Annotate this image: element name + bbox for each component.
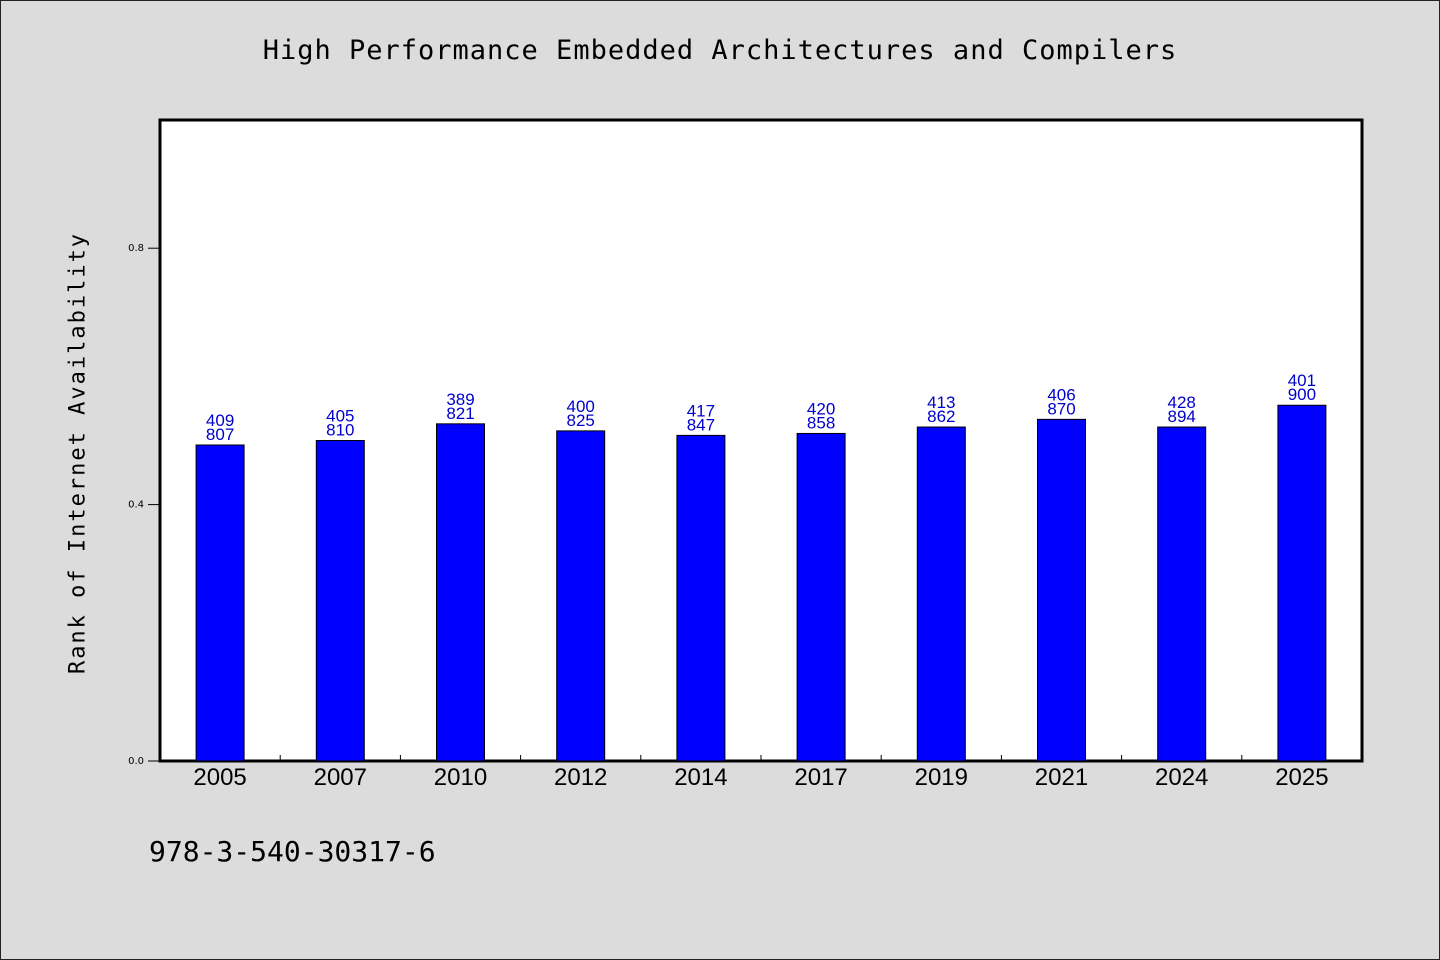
data-label-top: 405	[326, 407, 354, 426]
bar-2017	[796, 432, 846, 762]
x-tick-label: 2012	[554, 764, 607, 791]
data-label-top: 420	[807, 399, 835, 418]
data-label-bottom: 894	[1168, 407, 1196, 426]
data-label-top: 400	[567, 397, 595, 416]
data-label-top: 413	[927, 393, 955, 412]
data-label-top: 401	[1288, 371, 1316, 390]
data-label-bottom: 870	[1047, 399, 1075, 418]
bar-2019	[916, 426, 966, 762]
data-label-top: 409	[206, 411, 234, 430]
x-tick-label: 2024	[1155, 764, 1208, 791]
chart-title: High Performance Embedded Architectures …	[262, 35, 1178, 66]
y-tick-label: 0.8	[128, 243, 144, 254]
bar-2010	[436, 423, 485, 762]
y-tick-label: 0.4	[128, 500, 144, 511]
bar-2014	[676, 434, 726, 762]
data-label-bottom: 825	[567, 411, 595, 430]
data-label-top: 417	[687, 401, 715, 420]
data-label-bottom: 807	[206, 425, 234, 444]
bar-2024	[1157, 426, 1207, 762]
data-label-bottom: 821	[446, 404, 474, 423]
x-tick-label: 2019	[915, 764, 968, 791]
data-label-bottom: 858	[807, 413, 835, 432]
x-tick-label: 2017	[794, 764, 847, 791]
bar-2007	[315, 440, 365, 762]
bar-2012	[556, 430, 606, 762]
x-tick-label: 2025	[1275, 764, 1328, 791]
bar-2021	[1037, 418, 1086, 762]
data-label-top: 389	[446, 390, 474, 409]
data-label-bottom: 847	[687, 415, 715, 434]
y-tick-label: 0.0	[128, 756, 144, 767]
x-tick-label: 2005	[193, 764, 246, 791]
isbn-label: 978-3-540-30317-6	[149, 835, 436, 868]
x-tick-label: 2014	[674, 764, 727, 791]
x-tick-label: 2010	[434, 764, 487, 791]
bar-2005	[195, 444, 245, 762]
data-label-bottom: 862	[927, 407, 955, 426]
data-label-top: 406	[1047, 385, 1075, 404]
data-label-bottom: 810	[326, 421, 354, 440]
x-tick-label: 2007	[314, 764, 367, 791]
data-label-top: 428	[1168, 393, 1196, 412]
x-tick-label: 2021	[1035, 764, 1088, 791]
bar-2025	[1277, 404, 1327, 762]
data-label-bottom: 900	[1288, 385, 1316, 404]
